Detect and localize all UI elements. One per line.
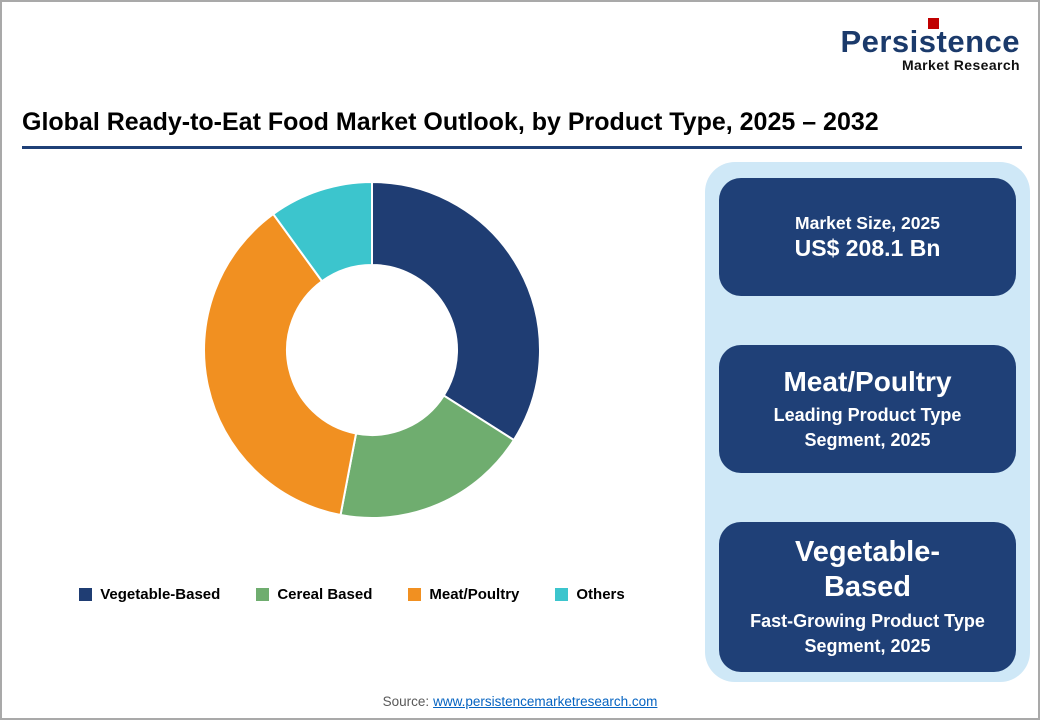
logo-tagline: Market Research [901, 56, 1020, 73]
logo-red-square-icon [928, 18, 940, 29]
chart-legend: Vegetable-Based Cereal Based Meat/Poultry O… [2, 586, 702, 603]
source-line: Source: www.persistencemarketresearch.com [2, 694, 1038, 709]
legend-swatch-icon [555, 588, 569, 601]
donut-slice-meat-poultry [203, 212, 358, 517]
legend-label: Vegetable-Based [100, 586, 221, 603]
legend-swatch-icon [256, 588, 270, 601]
donut-svg [203, 180, 542, 519]
donut-slice-vegetable-based [371, 180, 542, 442]
market-size-heading: Market Size, 2025 [795, 212, 940, 233]
donut-slice-others [271, 180, 373, 283]
title-underline [22, 146, 1022, 149]
leading-segment-name: Meat/Poultry [783, 366, 952, 398]
legend-label: Meat/Poultry [429, 586, 520, 603]
legend-swatch-icon [79, 588, 93, 601]
legend-label: Cereal Based [277, 586, 373, 603]
logo-name: Persistence [840, 24, 1020, 59]
fast-growing-segment-card: Vegetable-Based Fast-Growing Product Typ… [719, 522, 1016, 672]
leading-segment-card: Meat/Poultry Leading Product Type Segmen… [719, 345, 1016, 473]
source-label: Source: [382, 694, 430, 709]
legend-item-meat-poultry: Meat/Poultry [408, 586, 519, 603]
legend-item-vegetable-based: Vegetable-Based [79, 586, 220, 603]
source-link[interactable]: www.persistencemarketresearch.com [433, 694, 658, 709]
fast-growing-segment-name: Vegetable-Based [794, 536, 941, 603]
leading-segment-subtext: Leading Product Type Segment, 2025 [773, 404, 962, 450]
page-title: Global Ready-to-Eat Food Market Outlook,… [22, 108, 879, 136]
legend-item-others: Others [555, 586, 625, 603]
highlight-panel: Market Size, 2025 US$ 208.1 Bn Meat/Poul… [705, 162, 1030, 682]
legend-label: Others [576, 586, 625, 603]
legend-item-cereal-based: Cereal Based [256, 586, 372, 603]
legend-swatch-icon [408, 588, 422, 601]
market-size-card: Market Size, 2025 US$ 208.1 Bn [719, 178, 1016, 296]
donut-chart [202, 180, 542, 520]
donut-slice-cereal-based [339, 394, 516, 519]
brand-logo: Persistence Market Research [840, 16, 1020, 73]
market-size-value: US$ 208.1 Bn [794, 235, 941, 262]
fast-growing-segment-subtext: Fast-Growing Product Type Segment, 2025 [750, 610, 985, 656]
